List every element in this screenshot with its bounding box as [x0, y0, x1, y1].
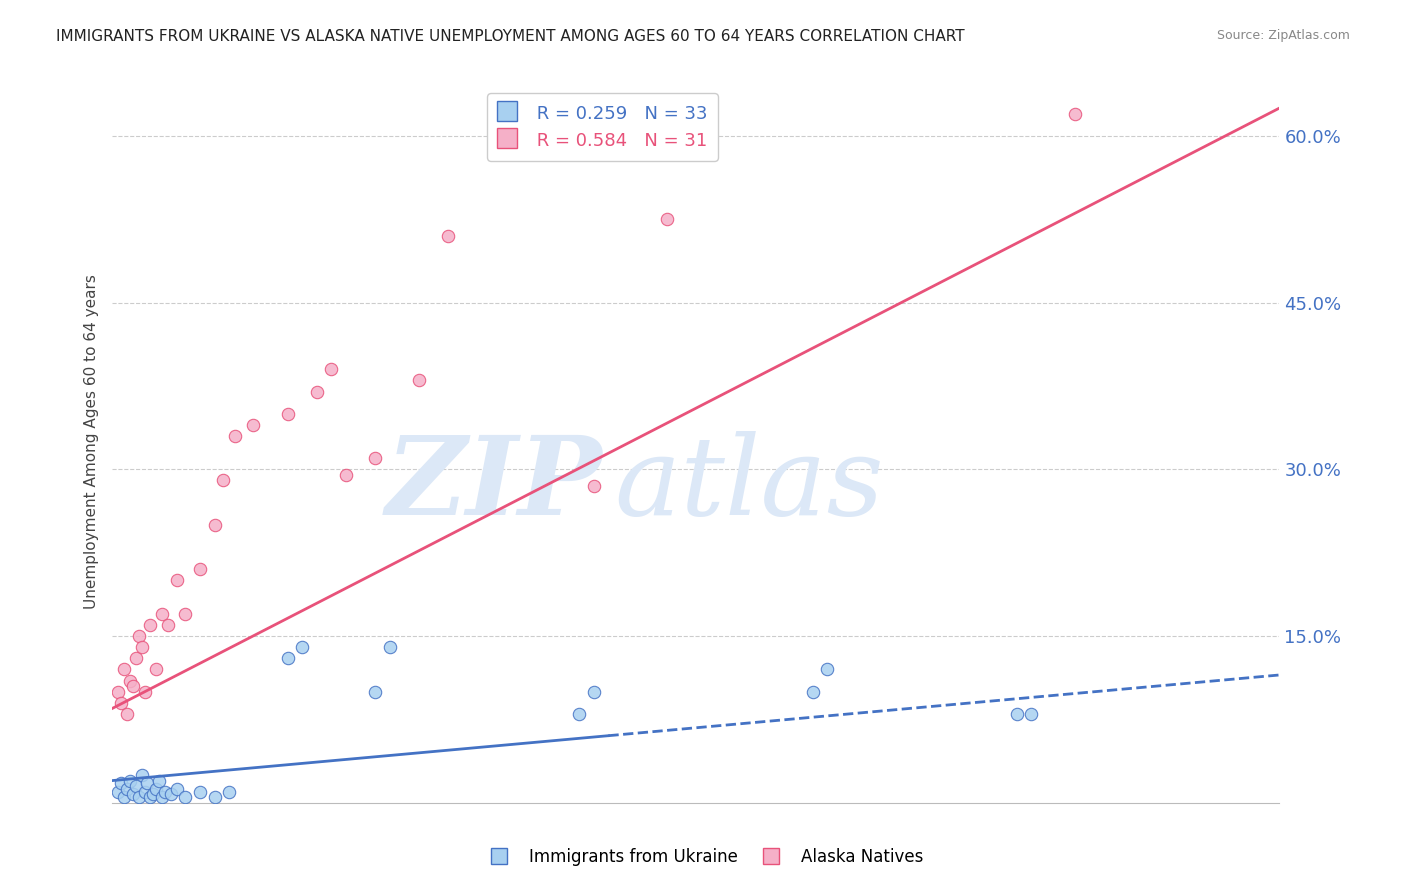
- Point: [115, 782, 138, 797]
- Point: [150, 607, 173, 621]
- Point: [1021, 706, 1043, 721]
- Y-axis label: Unemployment Among Ages 60 to 64 years: Unemployment Among Ages 60 to 64 years: [83, 274, 98, 609]
- Point: [134, 684, 156, 698]
- Text: IMMIGRANTS FROM UKRAINE VS ALASKA NATIVE UNEMPLOYMENT AMONG AGES 60 TO 64 YEARS : IMMIGRANTS FROM UKRAINE VS ALASKA NATIVE…: [56, 29, 965, 44]
- Point: [582, 479, 605, 493]
- Point: [112, 790, 135, 805]
- Point: [128, 629, 150, 643]
- Point: [174, 607, 197, 621]
- Point: [107, 684, 129, 698]
- Point: [335, 467, 357, 482]
- Point: [364, 684, 387, 698]
- Legend:  R = 0.259   N = 33,  R = 0.584   N = 31: R = 0.259 N = 33, R = 0.584 N = 31: [488, 93, 718, 161]
- Point: [134, 785, 156, 799]
- Point: [321, 362, 343, 376]
- Point: [305, 384, 328, 399]
- Point: [131, 768, 153, 782]
- Point: [145, 662, 167, 676]
- Point: [122, 679, 145, 693]
- Point: [125, 779, 148, 793]
- Legend: Immigrants from Ukraine, Alaska Natives: Immigrants from Ukraine, Alaska Natives: [475, 842, 931, 873]
- Point: [131, 640, 153, 655]
- Point: [364, 451, 387, 466]
- Point: [655, 212, 678, 227]
- Point: [150, 790, 173, 805]
- Point: [136, 776, 159, 790]
- Point: [408, 373, 430, 387]
- Point: [118, 773, 141, 788]
- Point: [1005, 706, 1028, 721]
- Point: [139, 618, 162, 632]
- Point: [188, 562, 211, 576]
- Point: [110, 776, 132, 790]
- Point: [156, 618, 179, 632]
- Point: [128, 790, 150, 805]
- Point: [815, 662, 838, 676]
- Point: [188, 785, 211, 799]
- Point: [110, 696, 132, 710]
- Point: [204, 790, 226, 805]
- Point: [118, 673, 141, 688]
- Point: [142, 787, 165, 801]
- Point: [139, 790, 162, 805]
- Point: [160, 787, 183, 801]
- Point: [148, 773, 170, 788]
- Text: ZIP: ZIP: [387, 431, 603, 539]
- Point: [582, 684, 605, 698]
- Point: [1064, 106, 1087, 120]
- Point: [174, 790, 197, 805]
- Point: [224, 429, 246, 443]
- Point: [204, 517, 226, 532]
- Point: [378, 640, 401, 655]
- Point: [166, 574, 188, 588]
- Point: [242, 417, 264, 432]
- Point: [212, 474, 235, 488]
- Point: [125, 651, 148, 665]
- Point: [218, 785, 240, 799]
- Text: atlas: atlas: [614, 431, 884, 539]
- Point: [122, 787, 145, 801]
- Point: [437, 228, 460, 243]
- Point: [568, 706, 591, 721]
- Point: [112, 662, 135, 676]
- Point: [801, 684, 824, 698]
- Text: Source: ZipAtlas.com: Source: ZipAtlas.com: [1216, 29, 1350, 42]
- Point: [276, 407, 298, 421]
- Point: [166, 782, 188, 797]
- Point: [115, 706, 138, 721]
- Point: [153, 785, 176, 799]
- Point: [145, 782, 167, 797]
- Point: [291, 640, 314, 655]
- Point: [276, 651, 298, 665]
- Point: [107, 785, 129, 799]
